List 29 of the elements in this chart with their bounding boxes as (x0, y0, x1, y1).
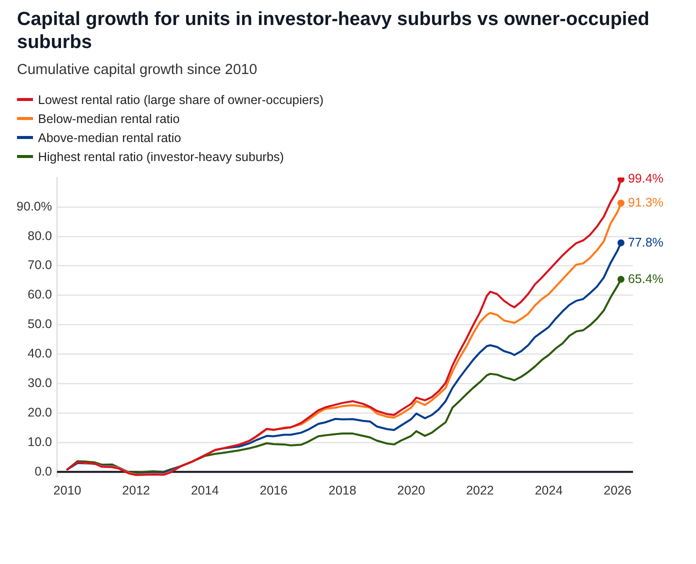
x-tick-label: 2020 (397, 484, 426, 498)
x-tick-label: 2014 (190, 484, 219, 498)
y-tick-label: 10.0 (28, 434, 52, 449)
chart-title: Capital growth for units in investor-heavy suburbs vs owner-occupied suburbs (17, 8, 650, 54)
y-tick-label: 90.0% (16, 199, 52, 214)
legend-label: Below-median rental ratio (38, 112, 180, 126)
y-tick-label: 70.0 (28, 258, 52, 272)
data-label: 77.8% (628, 235, 664, 250)
y-tick-label: 80.0 (28, 228, 52, 243)
y-tick-label: 60.0 (28, 288, 52, 302)
x-tick-label: 2010 (53, 484, 82, 498)
y-tick-label: 50.0 (28, 317, 52, 332)
x-tick-label: 2012 (122, 484, 150, 498)
x-tick-label: 2022 (466, 484, 494, 498)
x-tick-label: 2018 (328, 484, 356, 498)
y-tick-label: 0.0 (34, 464, 52, 478)
x-tick-label: 2024 (534, 484, 563, 498)
data-label: 65.4% (628, 272, 664, 286)
legend-label: Above-median rental ratio (38, 130, 182, 144)
data-label: 99.4% (628, 172, 664, 186)
chart-subtitle: Cumulative capital growth since 2010 (17, 61, 258, 80)
legend-label: Lowest rental ratio (large share of owner-occupiers) (38, 92, 324, 106)
y-tick-label: 30.0 (28, 376, 52, 390)
x-tick-label: 2026 (604, 484, 632, 498)
x-tick-label: 2016 (260, 484, 288, 498)
legend-label: Highest rental ratio (investor-heavy suburbs) (38, 150, 284, 164)
data-label: 91.3% (628, 196, 664, 210)
y-tick-label: 40.0 (28, 346, 52, 361)
y-tick-label: 20.0 (28, 405, 52, 420)
